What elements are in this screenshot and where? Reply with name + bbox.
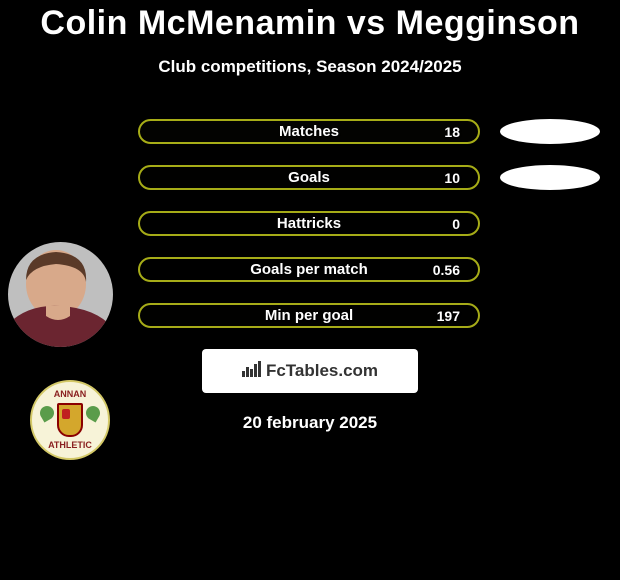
stat-label: Hattricks	[277, 215, 341, 232]
stat-value-left-player: 197	[437, 308, 460, 324]
footer-date: 20 february 2025	[243, 413, 377, 432]
right-value-area	[480, 165, 620, 190]
stat-pill: Min per goal 197	[138, 303, 480, 328]
right-value-area	[480, 119, 620, 144]
stat-pill: Hattricks 0	[138, 211, 480, 236]
stat-pill: Matches 18	[138, 119, 480, 144]
shield-icon	[57, 403, 83, 437]
stat-value-left-player: 0	[452, 216, 460, 232]
stat-value-left-player: 10	[444, 170, 460, 186]
stat-label: Matches	[279, 123, 339, 140]
branding-box: FcTables.com	[202, 349, 418, 393]
thistle-icon	[83, 403, 102, 422]
comparison-blob	[500, 119, 600, 144]
branding-text: FcTables.com	[266, 361, 378, 381]
stat-label: Goals per match	[250, 261, 368, 278]
stat-label: Min per goal	[265, 307, 353, 324]
badge-text-top: ANNAN	[54, 390, 87, 399]
stat-pill: Goals 10	[138, 165, 480, 190]
stats-area: ANNAN ATHLETIC Matches18Goals10Hattricks…	[0, 119, 620, 328]
stat-row: Hattricks 0	[0, 211, 620, 236]
badge-text-bottom: ATHLETIC	[48, 441, 92, 450]
subtitle-area: Club competitions, Season 2024/2025	[0, 57, 620, 77]
stat-value-left-player: 0.56	[433, 262, 460, 278]
thistle-icon	[37, 403, 56, 422]
title-area: Colin McMenamin vs Megginson	[0, 0, 620, 43]
stat-row: Goals 10	[0, 165, 620, 190]
avatar-image	[8, 242, 113, 347]
player-avatar	[8, 242, 113, 347]
stat-pill: Goals per match 0.56	[138, 257, 480, 282]
comparison-blob	[500, 165, 600, 190]
club-badge: ANNAN ATHLETIC	[30, 380, 110, 460]
stat-value-left-player: 18	[444, 124, 460, 140]
stat-label: Goals	[288, 169, 330, 186]
bar-chart-icon	[242, 361, 262, 382]
stat-row: Matches 18	[0, 119, 620, 144]
page-title: Colin McMenamin vs Megginson	[40, 4, 579, 42]
page-subtitle: Club competitions, Season 2024/2025	[158, 57, 461, 76]
